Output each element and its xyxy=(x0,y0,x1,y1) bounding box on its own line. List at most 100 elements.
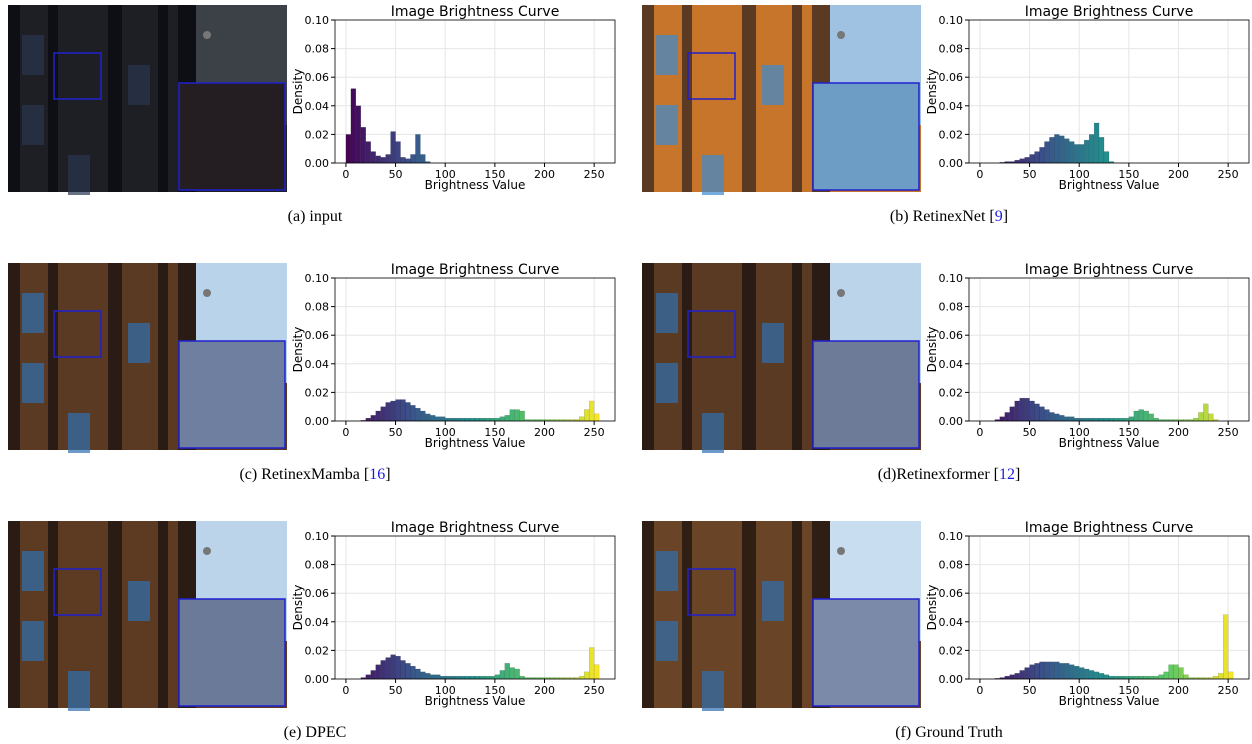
x-axis-label: Brightness Value xyxy=(425,436,526,450)
histogram-bar xyxy=(396,656,401,679)
histogram-bar xyxy=(1134,411,1139,421)
histogram-bar xyxy=(520,676,525,679)
y-axis-label: Density xyxy=(291,327,305,373)
histogram-bar xyxy=(415,669,420,679)
histogram-bar xyxy=(1069,417,1074,421)
y-tick-label: 0.06 xyxy=(939,587,964,600)
histogram-bar xyxy=(386,402,391,421)
histogram-bar xyxy=(1079,668,1084,679)
histogram-bar xyxy=(455,418,460,421)
histogram-bar xyxy=(1134,676,1139,679)
histogram-bar xyxy=(1139,676,1144,679)
histogram-bar xyxy=(1099,137,1104,163)
y-tick-label: 0.10 xyxy=(939,14,964,27)
y-tick-label: 0.04 xyxy=(305,358,330,371)
shelf-post xyxy=(642,521,654,708)
inset xyxy=(813,83,919,190)
histogram-bar xyxy=(445,418,450,421)
books xyxy=(656,551,678,591)
y-tick-label: 0.08 xyxy=(305,301,330,314)
histogram-bar xyxy=(1124,676,1129,679)
histogram-bar xyxy=(396,142,401,163)
shelf-post xyxy=(108,521,122,708)
caption: (e) DPEC xyxy=(284,724,347,741)
chart: 0.000.020.040.060.080.10050100150200250I… xyxy=(291,4,615,192)
x-axis-label: Brightness Value xyxy=(1059,694,1160,708)
books xyxy=(702,155,724,195)
histogram-bar xyxy=(1054,414,1059,421)
chart-title: Image Brightness Curve xyxy=(391,4,560,20)
y-tick-label: 0.02 xyxy=(939,128,964,141)
photo xyxy=(8,5,287,195)
y-tick-label: 0.10 xyxy=(305,14,330,27)
histogram-bar xyxy=(415,408,420,421)
y-tick-label: 0.02 xyxy=(939,644,964,657)
histogram-bar xyxy=(470,676,475,679)
histogram-bar xyxy=(1005,412,1010,421)
histogram-bar xyxy=(435,417,440,421)
histogram-bar xyxy=(510,668,515,679)
histogram-bar xyxy=(485,418,490,421)
histogram-bar xyxy=(1124,418,1129,421)
histogram-bar xyxy=(425,673,430,679)
histogram-bar xyxy=(1054,662,1059,679)
histogram-bar xyxy=(425,414,430,421)
y-tick-label: 0.06 xyxy=(305,587,330,600)
plot-area xyxy=(969,20,1249,163)
histogram-bar xyxy=(1010,407,1015,421)
histogram-bar xyxy=(1193,418,1198,421)
books xyxy=(762,323,784,363)
histogram-bar xyxy=(410,405,415,421)
histogram-bar xyxy=(415,134,420,163)
books xyxy=(656,363,678,403)
histogram-bar xyxy=(1015,160,1020,163)
histogram-bar xyxy=(366,675,371,679)
histogram-bar xyxy=(401,157,406,163)
citation: 12 xyxy=(999,466,1015,483)
knob xyxy=(837,547,845,555)
books xyxy=(68,155,90,195)
caption-text: (f) Ground Truth xyxy=(895,724,1003,741)
histogram-bar xyxy=(579,417,584,421)
histogram-bar xyxy=(376,156,381,163)
histogram-bar xyxy=(1059,663,1064,679)
plot-area xyxy=(969,278,1249,421)
x-tick-label: 200 xyxy=(534,426,555,439)
x-tick-label: 200 xyxy=(534,684,555,697)
books xyxy=(22,293,44,333)
histogram-bar xyxy=(410,666,415,679)
histogram-bar xyxy=(1005,676,1010,679)
y-axis-label: Density xyxy=(925,327,939,373)
books xyxy=(22,35,44,75)
x-tick-label: 50 xyxy=(1023,168,1037,181)
books xyxy=(762,65,784,105)
histogram-bar xyxy=(480,676,485,679)
histogram-bar xyxy=(1030,154,1035,163)
histogram-bar xyxy=(1064,417,1069,421)
chart: 0.000.020.040.060.080.10050100150200250I… xyxy=(291,520,615,708)
chart: 0.000.020.040.060.080.10050100150200250I… xyxy=(925,262,1249,450)
inset xyxy=(813,341,919,448)
histogram-bar xyxy=(1030,401,1035,421)
histogram-bar xyxy=(1089,134,1094,163)
histogram-bar xyxy=(405,663,410,679)
y-tick-label: 0.08 xyxy=(305,43,330,56)
inset xyxy=(179,599,285,706)
histogram-bar xyxy=(505,415,510,421)
shelf-post xyxy=(742,5,756,192)
histogram-bar xyxy=(1104,418,1109,421)
histogram-bar xyxy=(435,675,440,679)
x-tick-label: 200 xyxy=(1168,684,1189,697)
histogram-bar xyxy=(1159,675,1164,679)
histogram-bar xyxy=(589,648,594,679)
y-tick-label: 0.06 xyxy=(305,71,330,84)
books xyxy=(68,671,90,711)
histogram-bar xyxy=(450,676,455,679)
histogram-bar xyxy=(1144,676,1149,679)
histogram-bar xyxy=(1099,673,1104,679)
histogram-bar xyxy=(1049,412,1054,421)
histogram-bar xyxy=(381,407,386,421)
x-tick-label: 0 xyxy=(342,684,349,697)
histogram-bar xyxy=(485,676,490,679)
histogram-bar xyxy=(500,417,505,421)
